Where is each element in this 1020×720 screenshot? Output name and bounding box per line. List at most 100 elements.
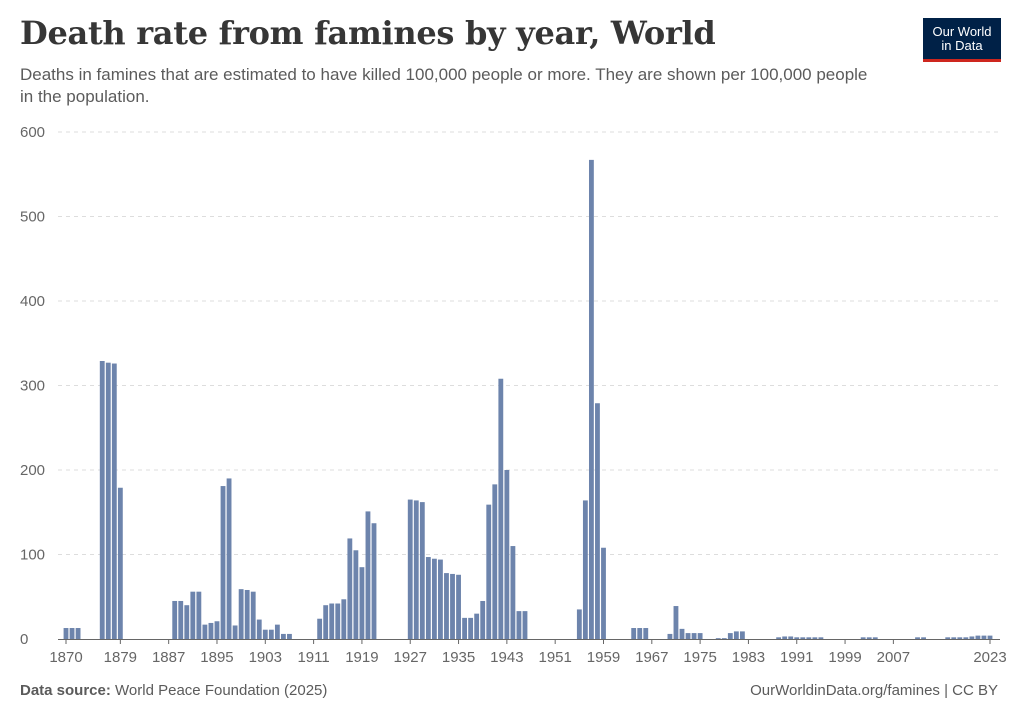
bar-2011[interactable]: [915, 637, 920, 639]
bar-1932[interactable]: [438, 559, 443, 639]
bar-1964[interactable]: [631, 628, 637, 639]
bar-1879[interactable]: [117, 487, 123, 639]
bar-2012[interactable]: [921, 637, 926, 639]
bar-2016[interactable]: [945, 637, 951, 639]
bar-1877[interactable]: [105, 362, 111, 639]
bar-2020[interactable]: [969, 636, 975, 639]
bar-1955[interactable]: [576, 609, 582, 639]
bar-1994[interactable]: [812, 637, 818, 639]
bar-1889[interactable]: [178, 600, 184, 639]
bar-1899[interactable]: [238, 589, 244, 639]
bar-1957[interactable]: [588, 159, 594, 639]
bar-1946[interactable]: [522, 611, 528, 639]
bar-1937[interactable]: [468, 617, 474, 639]
bar-1907[interactable]: [287, 633, 292, 639]
bar-1966[interactable]: [643, 628, 649, 639]
bar-1921[interactable]: [371, 523, 377, 639]
bar-1990[interactable]: [788, 636, 794, 639]
bar-1942[interactable]: [498, 378, 504, 639]
bar-1920[interactable]: [365, 511, 371, 639]
bar-1941[interactable]: [492, 484, 498, 639]
bar-2021[interactable]: [975, 635, 981, 639]
bar-1902[interactable]: [256, 619, 262, 639]
bar-1972[interactable]: [679, 628, 685, 639]
bar-1936[interactable]: [462, 617, 468, 639]
bar-1973[interactable]: [685, 633, 691, 639]
bar-1982[interactable]: [739, 631, 745, 639]
bar-1904[interactable]: [268, 629, 274, 639]
bar-1933[interactable]: [444, 573, 449, 639]
bar-1876[interactable]: [99, 360, 105, 639]
bar-1903[interactable]: [262, 629, 268, 639]
bar-1930[interactable]: [425, 557, 431, 639]
bar-1900[interactable]: [244, 589, 250, 639]
bar-1914[interactable]: [329, 603, 335, 639]
source-link[interactable]: OurWorldinData.org/famines | CC BY: [750, 682, 998, 699]
bar-1890[interactable]: [184, 605, 190, 639]
bar-1897[interactable]: [226, 478, 232, 639]
bar-1891[interactable]: [190, 591, 196, 639]
bar-1980[interactable]: [727, 633, 733, 639]
bar-1901[interactable]: [250, 591, 256, 639]
bar-1906[interactable]: [280, 633, 286, 639]
bar-1872[interactable]: [75, 628, 81, 639]
bar-1888[interactable]: [172, 600, 178, 639]
bar-1991[interactable]: [794, 637, 800, 639]
bar-1896[interactable]: [220, 486, 226, 639]
bar-1913[interactable]: [323, 605, 329, 639]
bar-1988[interactable]: [776, 637, 782, 639]
bar-1916[interactable]: [341, 599, 347, 639]
bar-1915[interactable]: [335, 603, 341, 639]
bar-1931[interactable]: [431, 558, 437, 639]
bar-1935[interactable]: [456, 574, 461, 639]
bar-1912[interactable]: [317, 618, 323, 639]
bar-2003[interactable]: [866, 637, 872, 639]
bar-1905[interactable]: [274, 624, 280, 639]
bar-1958[interactable]: [595, 403, 600, 639]
bar-1974[interactable]: [691, 633, 697, 639]
bar-1919[interactable]: [359, 567, 365, 639]
bar-1971[interactable]: [673, 606, 679, 639]
bar-1892[interactable]: [196, 591, 202, 639]
bar-1965[interactable]: [637, 628, 643, 639]
bar-1917[interactable]: [347, 538, 353, 639]
bar-2018[interactable]: [957, 637, 963, 639]
bar-2004[interactable]: [872, 637, 878, 639]
bar-2023[interactable]: [987, 635, 993, 639]
bar-1993[interactable]: [806, 637, 812, 639]
bar-1979[interactable]: [721, 638, 727, 639]
bar-2017[interactable]: [951, 637, 957, 639]
bar-1956[interactable]: [582, 500, 588, 639]
bar-1934[interactable]: [450, 573, 455, 639]
bar-1970[interactable]: [667, 633, 673, 639]
bar-1978[interactable]: [715, 638, 721, 639]
bar-1959[interactable]: [601, 547, 606, 639]
bar-1939[interactable]: [480, 600, 486, 639]
bar-1928[interactable]: [413, 500, 419, 639]
bar-1927[interactable]: [407, 499, 413, 639]
bar-1894[interactable]: [208, 622, 214, 639]
bar-1975[interactable]: [697, 633, 703, 639]
bar-1918[interactable]: [353, 550, 359, 639]
bar-1878[interactable]: [111, 363, 117, 639]
bar-1929[interactable]: [419, 502, 425, 639]
bar-1898[interactable]: [232, 625, 238, 639]
logo-line-2: in Data: [941, 37, 983, 53]
bar-1995[interactable]: [818, 637, 824, 639]
bar-1943[interactable]: [504, 470, 510, 639]
bar-2019[interactable]: [963, 637, 969, 639]
bar-1871[interactable]: [69, 628, 75, 639]
bar-1938[interactable]: [474, 613, 480, 639]
owid-logo[interactable]: Our World in Data: [923, 18, 1001, 62]
bar-1981[interactable]: [733, 631, 739, 639]
bar-1989[interactable]: [782, 636, 788, 639]
bar-1940[interactable]: [486, 504, 492, 639]
bar-1893[interactable]: [202, 624, 208, 639]
bar-1870[interactable]: [63, 628, 69, 639]
bar-1945[interactable]: [516, 611, 522, 639]
bar-1895[interactable]: [214, 621, 220, 639]
bar-1992[interactable]: [800, 637, 806, 639]
bar-2002[interactable]: [860, 637, 866, 639]
bar-2022[interactable]: [981, 635, 987, 639]
bar-1944[interactable]: [510, 546, 516, 639]
